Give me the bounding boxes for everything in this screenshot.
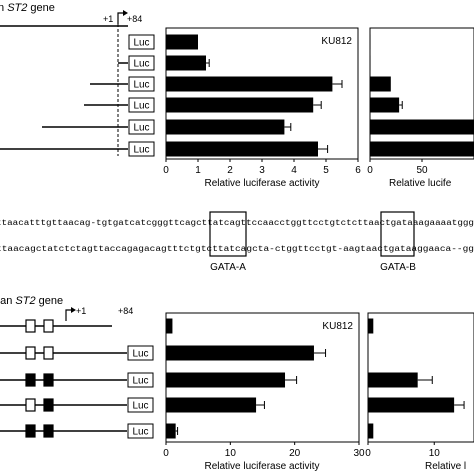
bar	[370, 34, 371, 50]
gata-b-site-box	[43, 346, 54, 360]
top-panel: n ST2 gene +1 +84 Luc Luc Luc Luc Luc Luc 0 1 2…	[0, 2, 474, 189]
x-tick-label: 2	[227, 165, 233, 176]
bottom-tss-arrow	[65, 309, 73, 321]
luc-box	[128, 119, 155, 135]
gata-b-site-box	[43, 373, 54, 387]
luc-label: Luc	[133, 59, 149, 70]
luc-box	[128, 141, 155, 157]
bar	[370, 55, 371, 71]
top-pos-plus84: +84	[127, 14, 142, 24]
luc-box	[127, 397, 154, 413]
bottom-chart-ku812: 0 10 20 30 KU812 Relative luciferase activity	[163, 312, 365, 472]
gata-a-box	[209, 211, 247, 257]
luc-box	[128, 34, 155, 50]
bar	[370, 119, 474, 135]
bar	[368, 318, 374, 334]
sequence-line-1: ttaacatttgttaacag-tgtgatcatcgggttcagctta…	[0, 218, 474, 228]
top-tss-arrow	[117, 12, 125, 24]
chart-frame	[369, 27, 474, 160]
luc-box	[128, 55, 155, 71]
luc-box	[128, 76, 155, 92]
luc-box	[127, 423, 154, 439]
luc-box	[127, 372, 154, 388]
bar	[370, 76, 391, 92]
luc-label: Luc	[133, 38, 149, 49]
luc-label: Luc	[133, 101, 149, 112]
luc-label: Luc	[133, 80, 149, 91]
top-tss-arrowhead	[123, 10, 128, 16]
x-tick-label: 0	[365, 448, 371, 459]
gata-a-site-box	[25, 424, 36, 438]
x-tick-label: 5	[323, 165, 329, 176]
bar	[368, 372, 418, 388]
bar	[166, 318, 173, 334]
bar	[166, 345, 314, 361]
luc-label: Luc	[132, 427, 148, 438]
top-gene-title: n ST2 gene	[0, 2, 55, 14]
x-tick-label: 0	[163, 448, 169, 459]
x-tick-label: 6	[355, 165, 361, 176]
gata-b-site-box	[43, 319, 54, 333]
bar	[368, 423, 374, 439]
x-tick-label: 20	[289, 448, 301, 459]
x-tick-label: 10	[225, 448, 237, 459]
bottom-panel: nan ST2 gene +1 +84 Luc Luc Luc Luc 0 10 20 30…	[0, 295, 474, 472]
x-tick-label: 0	[367, 165, 373, 176]
gata-a-site-box	[25, 319, 36, 333]
x-tick-label: 0	[163, 165, 169, 176]
x-tick-label: 10	[429, 448, 441, 459]
bottom-tss-arrowhead	[71, 307, 76, 313]
x-tick-label: 1	[195, 165, 201, 176]
bar	[166, 97, 314, 113]
bottom-constructs: Luc Luc Luc Luc	[0, 319, 154, 439]
x-tick-label: 3	[259, 165, 265, 176]
x-axis-label: Relative luciferase activity	[204, 461, 319, 472]
bottom-pos-plus1: +1	[76, 306, 86, 316]
bar	[166, 397, 257, 413]
x-tick-label: 30	[353, 448, 365, 459]
luc-label: Luc	[133, 123, 149, 134]
gata-b-site-box	[43, 424, 54, 438]
bar	[166, 119, 285, 135]
luc-label: Luc	[132, 376, 148, 387]
bottom-pos-plus84: +84	[118, 306, 133, 316]
bar	[166, 76, 333, 92]
bar	[166, 34, 198, 50]
top-pos-plus1: +1	[103, 14, 113, 24]
gata-a-site-box	[25, 398, 36, 412]
bar	[370, 141, 474, 157]
luc-box	[128, 97, 155, 113]
bar	[368, 397, 455, 413]
gata-b-box	[380, 211, 415, 257]
x-axis-label: Relative lucife	[389, 178, 452, 189]
bar	[166, 55, 206, 71]
gata-b-label: GATA-B	[380, 262, 416, 273]
gata-a-label: GATA-A	[210, 262, 246, 273]
bar	[166, 141, 318, 157]
sequence-line-2: ttaacagctatctctagttaccagagacagtttctgtctt…	[0, 244, 474, 254]
luc-box	[127, 345, 154, 361]
bottom-chart-second: 0 10 Relative l	[365, 312, 474, 472]
bar	[166, 372, 286, 388]
top-chart-second: 0 50 Relative lucife	[367, 27, 474, 189]
chart-label: KU812	[321, 36, 352, 47]
bar	[166, 423, 176, 439]
x-axis-label: Relative luciferase activity	[204, 178, 319, 189]
top-constructs: Luc Luc Luc Luc Luc Luc	[0, 34, 155, 157]
x-tick-label: 50	[416, 165, 428, 176]
bar	[370, 97, 400, 113]
luc-label: Luc	[133, 145, 149, 156]
x-axis-label: Relative l	[425, 461, 466, 472]
bottom-gene-title: nan ST2 gene	[0, 295, 63, 307]
gata-a-site-box	[25, 373, 36, 387]
top-chart-ku812: 0 1 2 3 4 5 6 KU812 Relative luciferase activity	[163, 27, 361, 189]
x-tick-label: 4	[291, 165, 297, 176]
gata-b-site-box	[43, 398, 54, 412]
gata-a-site-box	[25, 346, 36, 360]
chart-label: KU812	[322, 321, 353, 332]
sequence-alignment: ttaacatttgttaacag-tgtgatcatcgggttcagctta…	[0, 211, 474, 273]
luc-label: Luc	[132, 401, 148, 412]
luc-label: Luc	[132, 349, 148, 360]
